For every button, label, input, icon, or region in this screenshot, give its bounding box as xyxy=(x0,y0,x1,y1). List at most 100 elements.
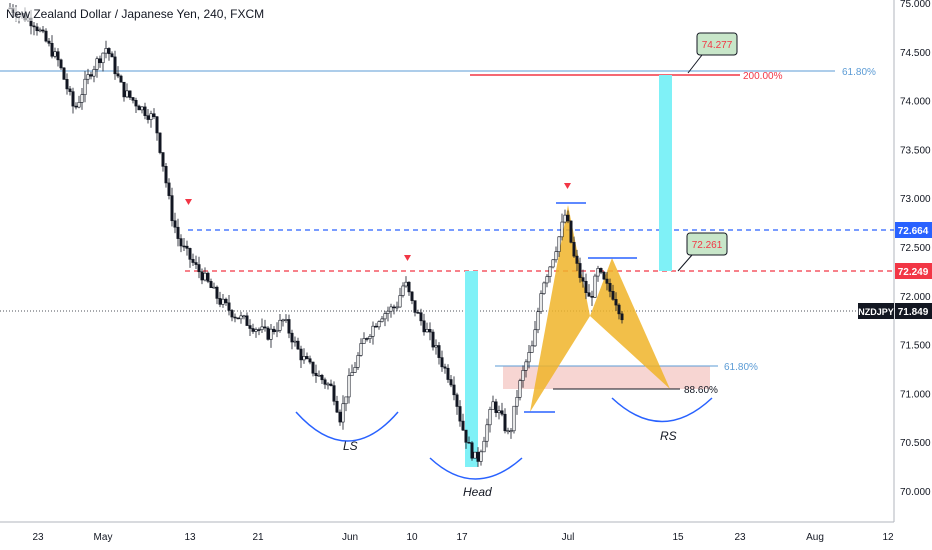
candle xyxy=(338,409,342,426)
tag-72249: 72.249 xyxy=(895,263,932,279)
time-tick-label: 12 xyxy=(882,532,894,543)
candle xyxy=(488,406,492,433)
candle xyxy=(236,317,240,320)
candle xyxy=(455,392,459,415)
candle xyxy=(104,40,108,59)
time-tick-label: 10 xyxy=(406,532,418,543)
price-tick-label: 74.500 xyxy=(900,48,931,59)
candle xyxy=(365,337,369,342)
label-right-shoulder: RS xyxy=(660,429,677,443)
candle xyxy=(542,281,546,295)
candle xyxy=(476,447,480,467)
candle xyxy=(92,65,96,83)
candle xyxy=(80,87,84,110)
candle xyxy=(287,314,291,339)
fib-61-8-label-bottom: 61.80% xyxy=(724,362,758,373)
candle xyxy=(278,314,282,333)
candle xyxy=(401,282,405,298)
candle xyxy=(296,337,300,350)
candle xyxy=(146,109,150,124)
candle xyxy=(335,395,339,414)
candle xyxy=(419,308,423,326)
candle xyxy=(326,382,330,390)
candle xyxy=(86,68,90,85)
candle xyxy=(260,318,264,334)
candle xyxy=(560,213,564,241)
price-tick-label: 74.000 xyxy=(900,97,931,108)
candle xyxy=(275,322,279,338)
candle xyxy=(392,304,396,315)
candle xyxy=(197,256,201,279)
candle xyxy=(254,327,258,338)
callout-72261-text: 72.261 xyxy=(692,240,723,251)
candle xyxy=(398,287,402,308)
head-depth-bar xyxy=(465,271,478,467)
candle xyxy=(566,210,570,224)
price-tick-label: 75.000 xyxy=(900,0,931,10)
candle xyxy=(233,313,237,323)
tag-71849: 71.849 xyxy=(895,303,932,319)
candle xyxy=(230,308,234,322)
head-arc xyxy=(429,457,523,480)
candle xyxy=(218,291,222,308)
peak-marker-3 xyxy=(564,183,571,189)
price-tick-label: 72.500 xyxy=(900,243,931,254)
candle xyxy=(149,110,153,128)
candle xyxy=(533,321,537,347)
candle xyxy=(551,259,555,269)
candle xyxy=(248,319,252,336)
candle xyxy=(599,267,603,275)
candle xyxy=(518,378,522,401)
candle xyxy=(581,269,585,288)
price-tick-label: 70.000 xyxy=(900,487,931,498)
candle xyxy=(212,282,216,289)
candle xyxy=(377,320,381,330)
candle xyxy=(140,106,144,114)
candle xyxy=(602,271,606,281)
candle xyxy=(38,27,42,33)
candle xyxy=(614,292,618,311)
candle xyxy=(584,273,588,300)
candle xyxy=(242,314,246,320)
candle xyxy=(512,405,516,434)
candle xyxy=(227,294,231,316)
candle xyxy=(356,352,360,370)
candle xyxy=(548,266,552,283)
candle xyxy=(410,291,414,305)
candle xyxy=(503,408,507,434)
candle xyxy=(344,396,348,412)
candle xyxy=(569,220,573,244)
candle xyxy=(71,87,75,114)
candle xyxy=(209,278,213,288)
candle xyxy=(290,329,294,350)
candle xyxy=(191,253,195,266)
candle xyxy=(404,276,408,288)
candle xyxy=(56,48,60,67)
time-tick-label: 21 xyxy=(252,532,264,543)
candle xyxy=(500,402,504,417)
price-tick-label: 70.500 xyxy=(900,438,931,449)
candle xyxy=(299,345,303,369)
candle xyxy=(284,314,288,323)
candle xyxy=(188,247,192,268)
candle xyxy=(434,339,438,355)
candle xyxy=(407,281,411,296)
peak-marker-1 xyxy=(185,199,192,205)
chart-title: New Zealand Dollar / Japanese Yen, 240, … xyxy=(6,7,265,21)
candle xyxy=(605,271,609,291)
candle xyxy=(578,257,582,283)
candle xyxy=(608,278,612,298)
candle xyxy=(317,370,321,377)
candle xyxy=(437,342,441,365)
candle xyxy=(314,364,318,383)
candle xyxy=(521,365,525,388)
candle xyxy=(485,418,489,448)
candle xyxy=(575,249,579,272)
candle xyxy=(167,178,171,200)
candle xyxy=(95,56,99,78)
candle xyxy=(620,311,624,324)
reversal-zone xyxy=(503,366,710,389)
candle xyxy=(137,104,141,111)
candle xyxy=(506,427,510,435)
